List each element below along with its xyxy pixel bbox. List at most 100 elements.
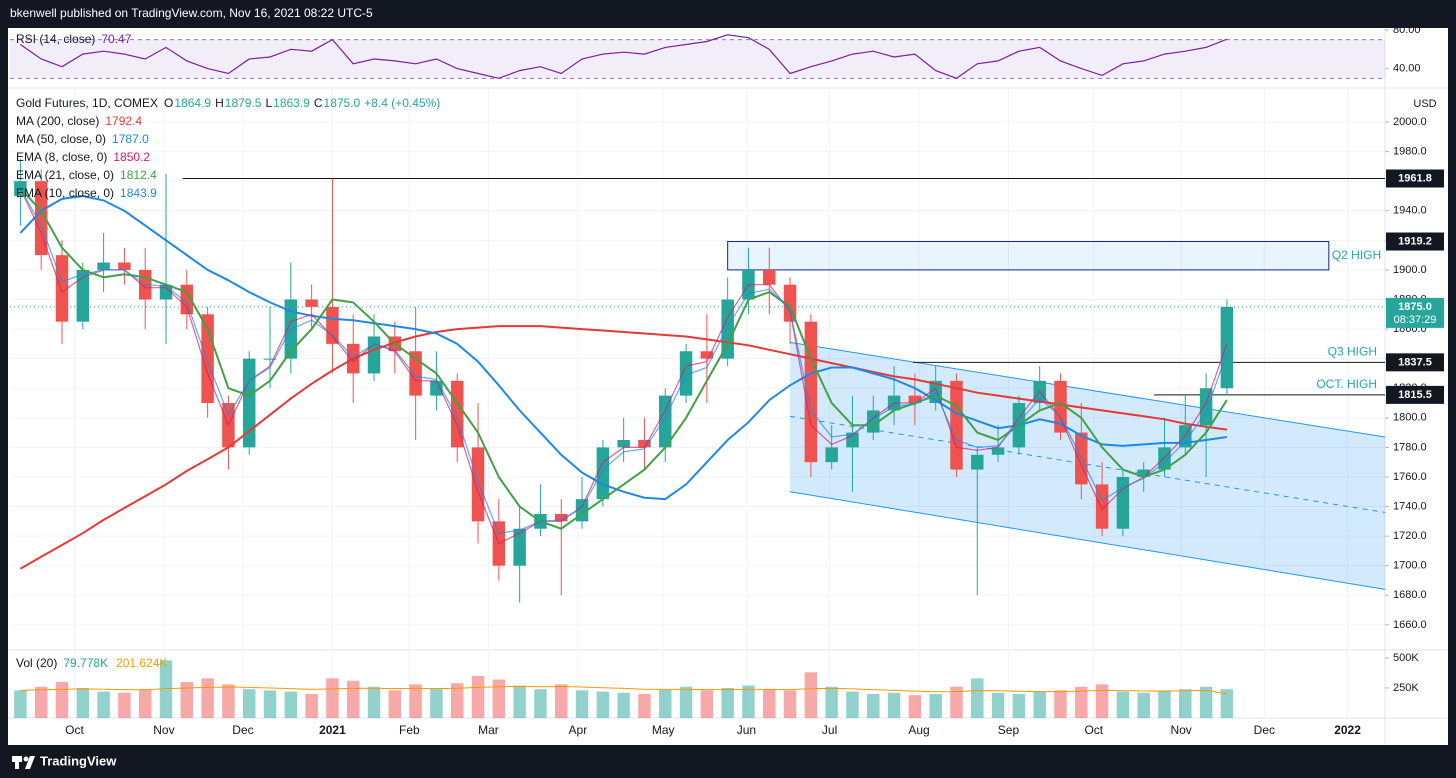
footer-brand: TradingView [40, 753, 117, 768]
footer-bar [0, 745, 1456, 778]
volume-ma-line [20, 685, 1227, 695]
candle-body [367, 336, 381, 374]
x-tick-label: May [652, 723, 675, 737]
ohlc-key: O [164, 96, 173, 110]
price-tag [1386, 353, 1444, 372]
volume-bar [1075, 686, 1088, 718]
volume-bar [180, 681, 194, 718]
volume-bar [492, 679, 506, 718]
rsi-band [10, 39, 1385, 79]
candle-body [950, 380, 963, 470]
x-tick-label: Aug [908, 723, 929, 737]
price-tag-label: 1875.0 [1398, 301, 1432, 313]
y-tick-label: 1900.0 [1393, 264, 1427, 276]
volume-bar [97, 691, 110, 718]
ohlc-value: 1875.0 [324, 96, 361, 110]
volume-bar [1199, 686, 1213, 718]
volume-bar [450, 683, 464, 718]
level-label: Q3 HIGH [1328, 345, 1377, 359]
ohlc-key: C [314, 96, 323, 110]
candle-body [471, 447, 485, 522]
volume-bar [513, 685, 526, 718]
x-tick-label: Jul [822, 723, 837, 737]
channel-upper [789, 341, 1386, 438]
ohlc-value: 1863.9 [273, 96, 310, 110]
candle-body [1116, 476, 1130, 529]
candle-body [1054, 380, 1067, 433]
y-tick-label: 1940.0 [1393, 205, 1427, 217]
volume-bar [950, 686, 963, 718]
volume-bar [34, 686, 48, 718]
volume-bar [846, 691, 859, 718]
footer-logo [12, 756, 35, 769]
logo-part [23, 756, 29, 762]
candle-body [638, 439, 651, 448]
candle-body [700, 351, 714, 359]
legend-value: 1812.4 [120, 168, 157, 182]
volume-bar [388, 690, 402, 718]
indicator-line [19, 188, 1228, 545]
volume-bar [263, 690, 277, 718]
volume-bar [908, 695, 922, 718]
candle-body [763, 269, 776, 285]
volume-bar [659, 689, 672, 718]
candle-body [34, 181, 48, 256]
volume-bar [867, 693, 880, 718]
x-tick-label: Jun [737, 723, 756, 737]
x-tick-label: Oct [1084, 723, 1103, 737]
price-tag-label: 1919.2 [1398, 235, 1432, 247]
ohlc-key: H [215, 96, 224, 110]
volume-bar [721, 687, 734, 718]
x-tick-label: Dec [232, 723, 253, 737]
x-tick-label: Feb [399, 723, 420, 737]
volume-bar [700, 690, 714, 718]
rsi-value: 70.47 [101, 32, 131, 46]
candle-body [991, 447, 1005, 455]
volume-bar [367, 686, 381, 718]
legend-name: EMA (21, close, 0) [16, 168, 114, 182]
volume-bar [887, 692, 901, 718]
ohlc-value: 1879.5 [225, 96, 262, 110]
candle-body [242, 358, 256, 448]
y-tick-label: 1760.0 [1393, 471, 1427, 483]
legend-value: 1787.0 [112, 132, 149, 146]
volume-bar [1158, 690, 1171, 718]
volume-bar [596, 691, 610, 718]
candle-body [1137, 469, 1150, 477]
y-tick-label: 1980.0 [1393, 146, 1427, 158]
legend-value: 1850.2 [113, 150, 150, 164]
x-tick-label: Nov [1170, 723, 1191, 737]
candle-body [97, 262, 110, 270]
y-tick-label: 500K [1393, 652, 1419, 664]
candle-body [76, 269, 90, 322]
candle-body [180, 284, 194, 315]
header-bar [0, 0, 1456, 28]
volume-bar [326, 678, 339, 718]
price-tag-label: 1961.8 [1398, 172, 1432, 184]
volume-bar [742, 685, 755, 718]
indicator-line [19, 194, 1228, 501]
candle-body [305, 299, 318, 307]
volume-bar [1220, 689, 1234, 718]
indicator-line [19, 325, 1228, 570]
volume-bar [1179, 689, 1192, 718]
volume-bar [222, 684, 235, 718]
currency-label: USD [1413, 98, 1436, 110]
y-tick-label: 40.00 [1393, 63, 1421, 75]
header-text: bkenwell published on TradingView.com, N… [10, 6, 373, 20]
candle-body [409, 351, 422, 396]
logo-part [25, 756, 35, 769]
candle-body [118, 262, 131, 270]
y-tick-label: 1800.0 [1393, 412, 1427, 424]
volume-bar [201, 678, 214, 718]
volume-bar [409, 684, 422, 718]
volume-bar [1116, 691, 1130, 718]
price-tag [1386, 385, 1444, 404]
volume-bar [929, 693, 942, 718]
volume-bar [534, 689, 547, 718]
x-tick-label: 2021 [319, 723, 346, 737]
volume-bar [471, 675, 485, 718]
y-tick-label: 1780.0 [1393, 441, 1427, 453]
candle-body [1199, 388, 1213, 426]
x-tick-label: Mar [478, 723, 499, 737]
